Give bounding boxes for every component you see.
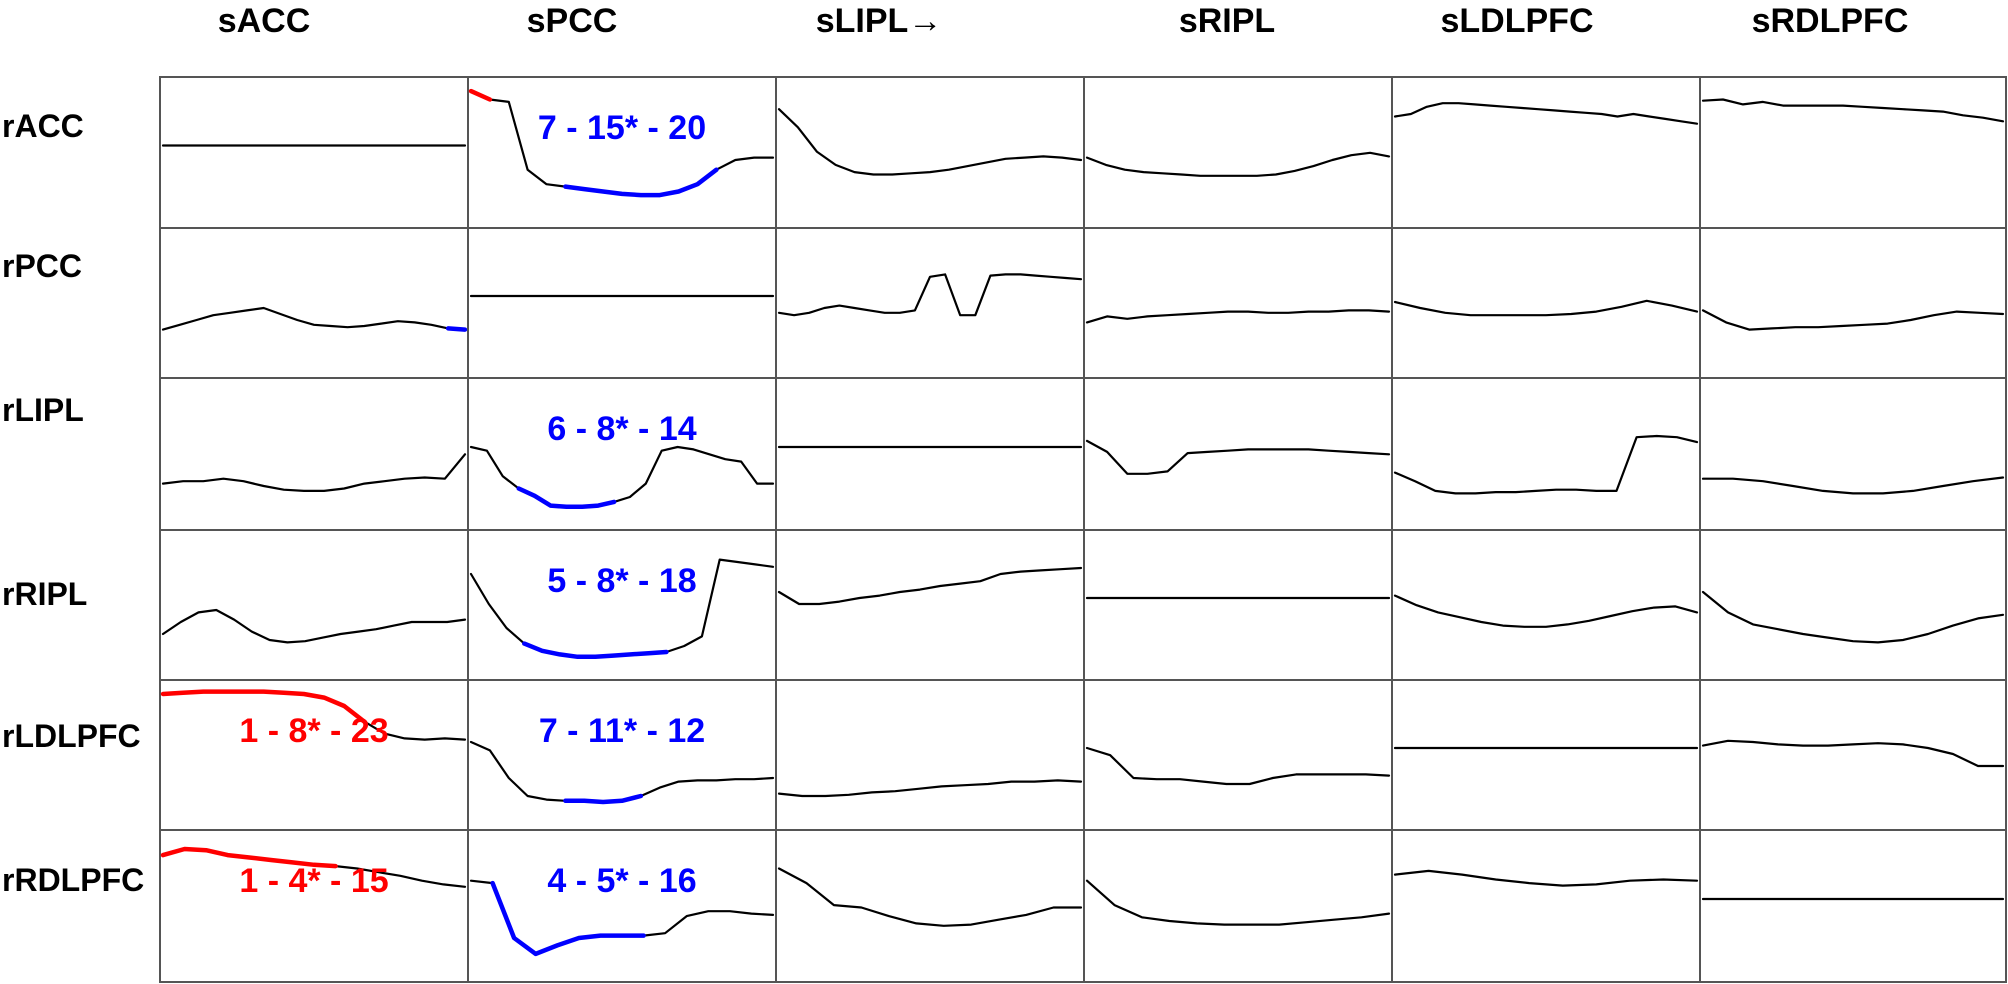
significant-segment xyxy=(516,486,617,510)
series-line xyxy=(161,608,467,644)
cell-5-4 xyxy=(1391,829,1701,983)
cell-2-2 xyxy=(775,377,1085,531)
series-line xyxy=(1393,434,1699,495)
cell-4-2 xyxy=(775,679,1085,831)
series-line xyxy=(777,779,1083,798)
column-header: sACC xyxy=(217,2,311,40)
series-line xyxy=(1085,746,1391,786)
series-line xyxy=(1085,309,1391,324)
column-header: sPCC xyxy=(526,2,618,40)
series-line xyxy=(1393,869,1699,887)
significant-segment xyxy=(160,846,338,869)
lag-label: 7 - 11* - 12 xyxy=(539,712,705,750)
series-line xyxy=(1701,309,2005,331)
significant-segment xyxy=(563,167,719,198)
series-line xyxy=(777,867,1083,927)
column-header: sLDLPFC xyxy=(1440,2,1594,40)
significant-segment xyxy=(563,793,644,805)
series-line xyxy=(1085,151,1391,177)
lag-label: 1 - 4* - 15 xyxy=(239,862,388,900)
series-line xyxy=(161,453,467,492)
cell-0-5 xyxy=(1699,76,2007,229)
cell-3-0 xyxy=(159,529,469,681)
series-line xyxy=(1701,590,2005,644)
cell-4-1 xyxy=(467,679,777,831)
series-line xyxy=(469,445,775,508)
cell-5-3 xyxy=(1083,829,1393,983)
cell-0-3 xyxy=(1083,76,1393,229)
row-header: rRIPL xyxy=(2,576,88,612)
cell-5-5 xyxy=(1699,829,2007,983)
cell-4-5 xyxy=(1699,679,2007,831)
cell-5-1 xyxy=(467,829,777,983)
lag-label: 5 - 8* - 18 xyxy=(547,562,696,600)
cell-4-3 xyxy=(1083,679,1393,831)
row-header: rLDLPFC xyxy=(2,718,141,754)
lag-label: 4 - 5* - 16 xyxy=(547,862,696,900)
row-header: rRDLPFC xyxy=(2,862,145,898)
cell-3-5 xyxy=(1699,529,2007,681)
cell-1-5 xyxy=(1699,227,2007,379)
cell-4-0 xyxy=(159,679,469,831)
significant-segment xyxy=(445,326,468,332)
cell-2-4 xyxy=(1391,377,1701,531)
cell-2-1 xyxy=(467,377,777,531)
lag-label: 6 - 8* - 14 xyxy=(547,410,696,448)
cell-1-2 xyxy=(775,227,1085,379)
significant-segment xyxy=(490,880,646,957)
series-line xyxy=(1393,102,1699,125)
significant-segment xyxy=(160,689,367,724)
cell-0-0 xyxy=(159,76,469,229)
series-line xyxy=(161,306,467,331)
significant-segment xyxy=(468,88,493,102)
cell-5-0 xyxy=(159,829,469,983)
series-line xyxy=(1701,476,2005,495)
series-line xyxy=(1085,439,1391,475)
series-line xyxy=(469,740,775,804)
cell-2-5 xyxy=(1699,377,2007,531)
series-line xyxy=(1701,98,2005,123)
cell-1-1 xyxy=(467,227,777,379)
cell-0-1 xyxy=(467,76,777,229)
lag-label: 7 - 15* - 20 xyxy=(538,109,706,147)
cell-3-3 xyxy=(1083,529,1393,681)
series-line xyxy=(777,566,1083,606)
cell-2-3 xyxy=(1083,377,1393,531)
series-line xyxy=(1393,299,1699,317)
series-line xyxy=(1085,879,1391,926)
series-line xyxy=(1393,594,1699,628)
column-header: sRIPL xyxy=(1178,2,1276,40)
cell-5-2 xyxy=(775,829,1085,983)
row-header: rLIPL xyxy=(2,392,84,428)
series-line xyxy=(777,273,1083,317)
cell-3-4 xyxy=(1391,529,1701,681)
cell-3-2 xyxy=(775,529,1085,681)
significant-segment xyxy=(522,641,669,660)
row-header: rACC xyxy=(2,108,84,144)
column-header: sLIPL→ xyxy=(815,2,943,40)
series-line xyxy=(1701,739,2005,768)
cell-0-4 xyxy=(1391,76,1701,229)
cell-4-4 xyxy=(1391,679,1701,831)
column-header: sRDLPFC xyxy=(1751,2,1909,40)
cell-1-0 xyxy=(159,227,469,379)
cell-2-0 xyxy=(159,377,469,531)
row-header: rPCC xyxy=(2,248,83,284)
lag-label: 1 - 8* - 23 xyxy=(239,712,388,750)
cell-0-2 xyxy=(775,76,1085,229)
series-line xyxy=(777,108,1083,176)
cell-3-1 xyxy=(467,529,777,681)
cell-1-3 xyxy=(1083,227,1393,379)
